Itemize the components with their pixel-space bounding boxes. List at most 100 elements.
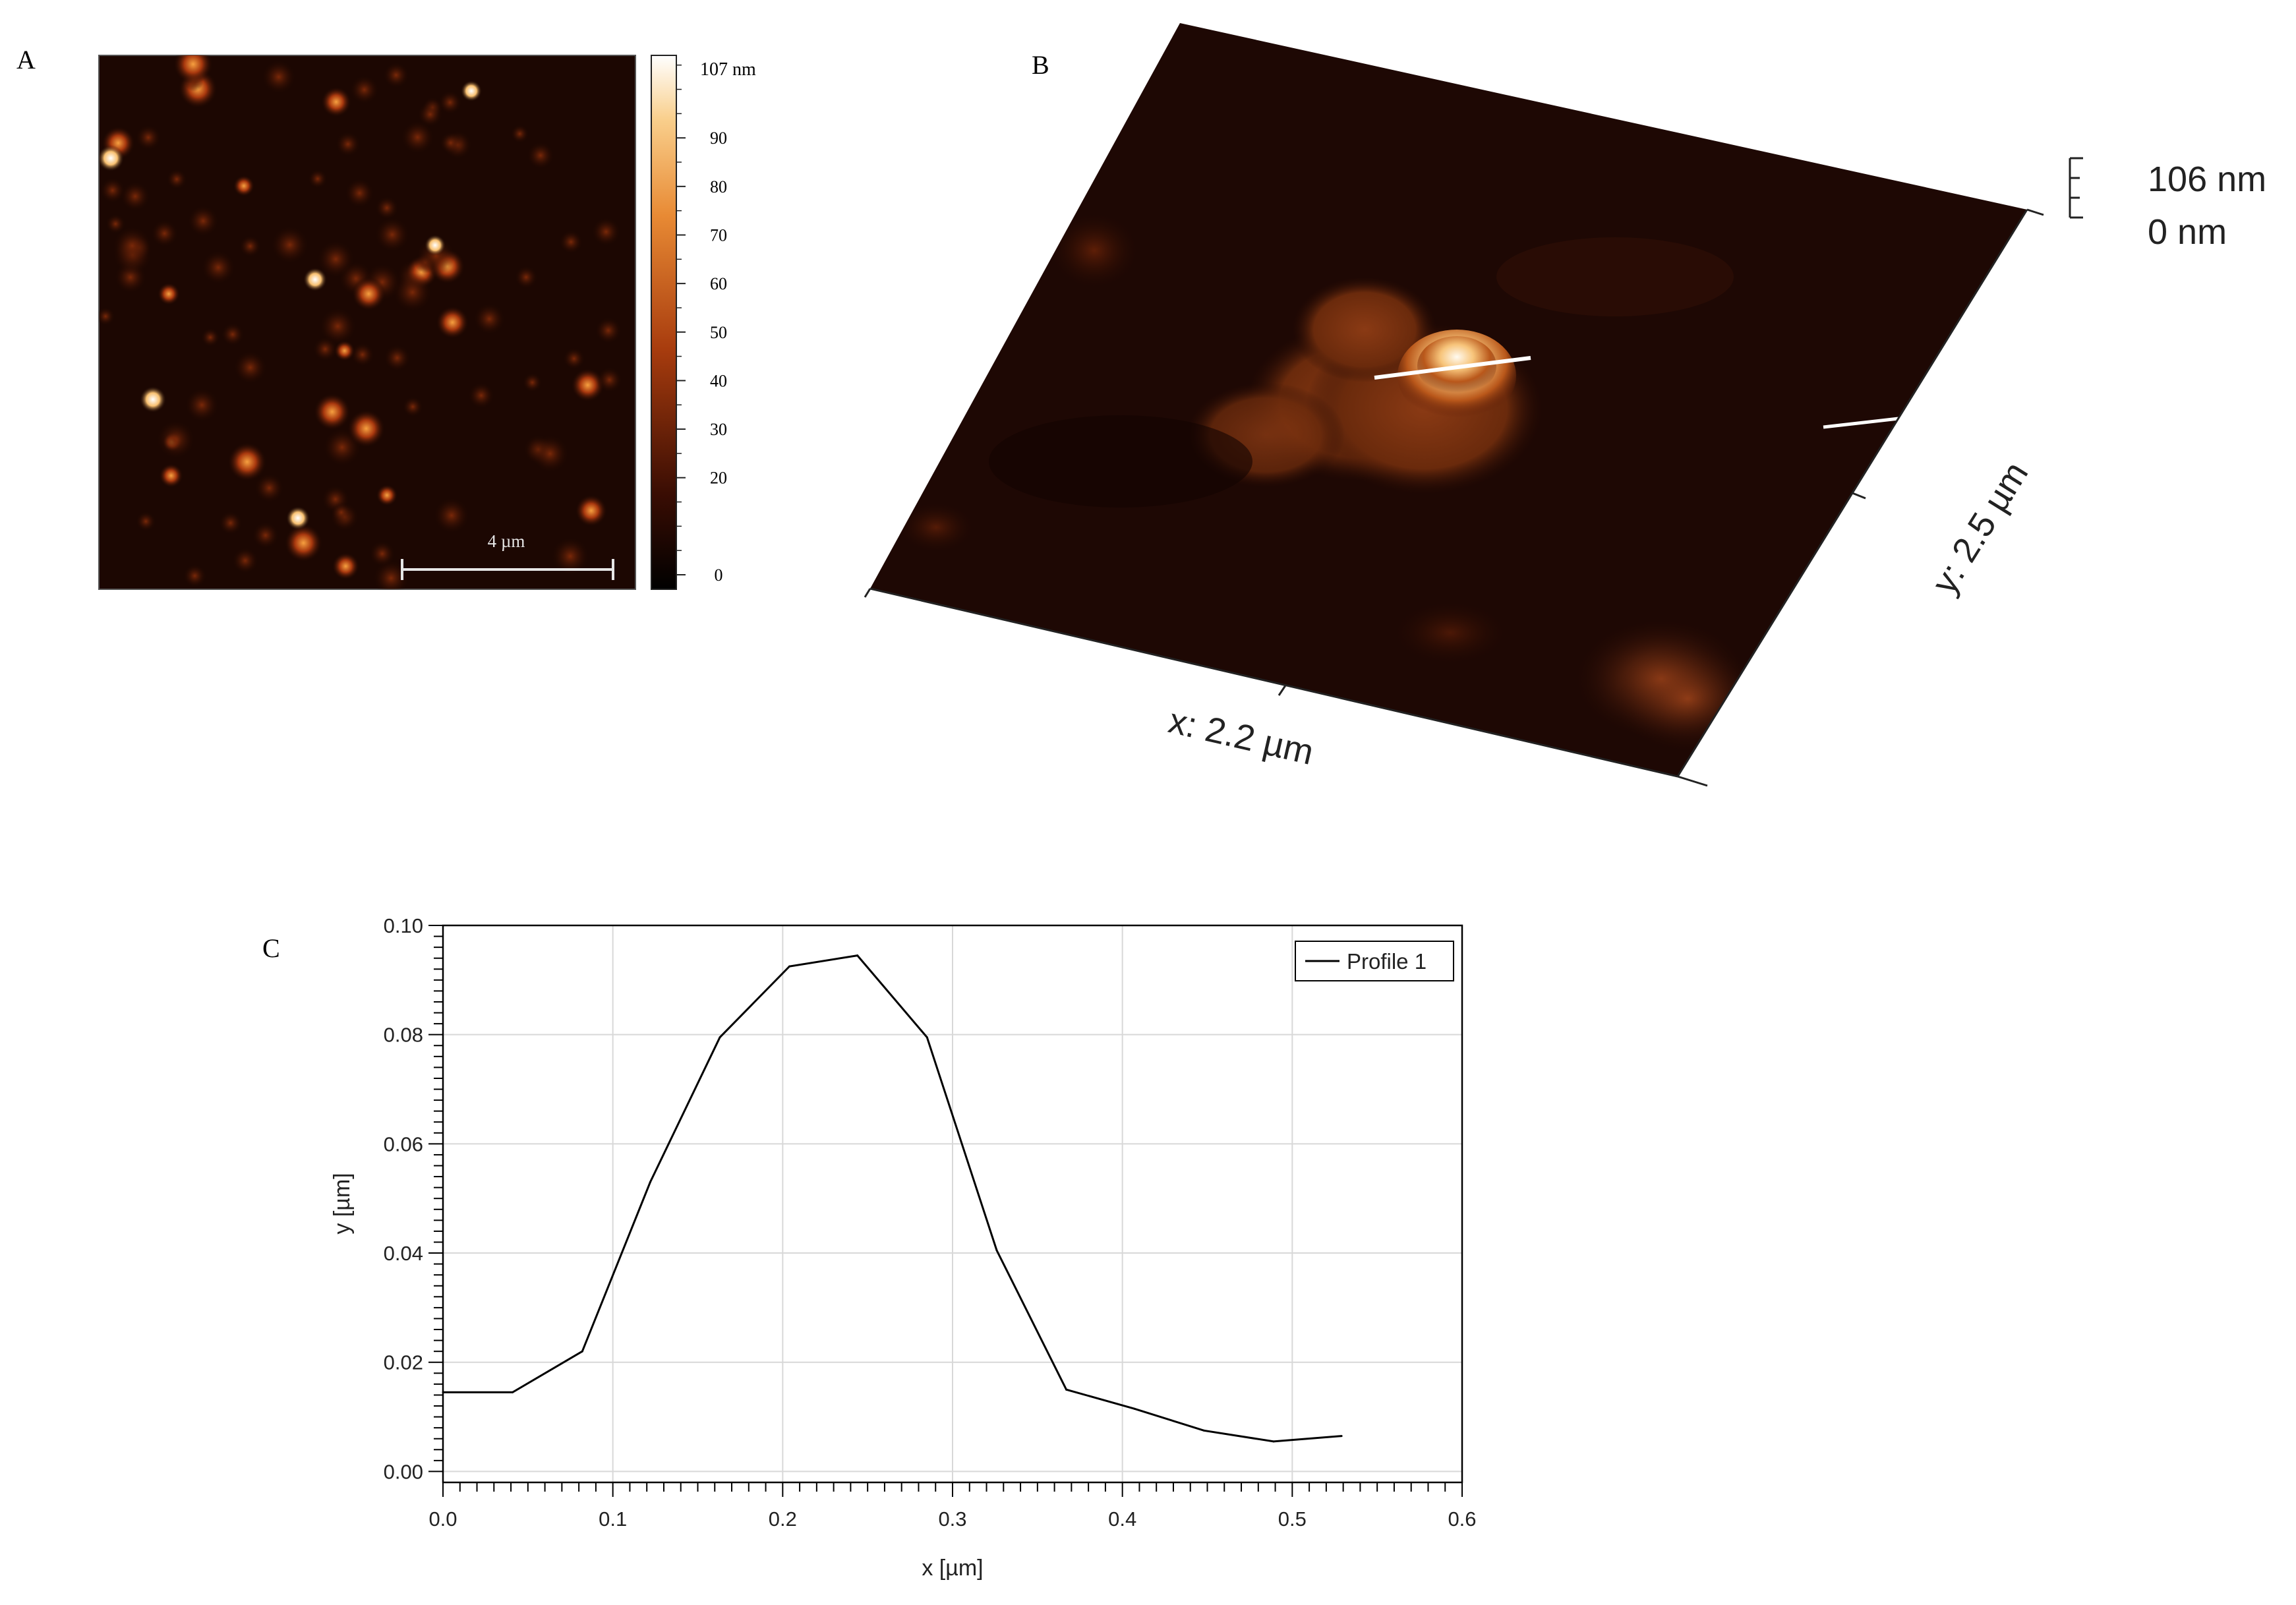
particle [591, 217, 621, 247]
colorbar-tick-label: 80 [710, 177, 727, 196]
particle-bright [461, 80, 482, 102]
particle [438, 90, 462, 115]
particle [559, 230, 583, 254]
particle [374, 217, 410, 252]
particle [100, 177, 125, 203]
particle [270, 225, 309, 264]
particle [185, 388, 220, 423]
x-tick-label: 0.2 [769, 1507, 797, 1531]
x-tick-label: 0.5 [1278, 1507, 1307, 1531]
particle [522, 372, 543, 393]
colorbar-ticks: 90 80 70 60 50 40 30 20 0 [676, 64, 727, 585]
particle [369, 540, 396, 567]
series-point [788, 965, 791, 968]
y-tick-label: 0.04 [384, 1242, 423, 1265]
particle [347, 409, 386, 448]
particle [332, 552, 360, 580]
colorbar-max-label: 107 nm [700, 59, 756, 80]
particle [183, 564, 207, 588]
particle [254, 473, 284, 503]
particle [156, 420, 195, 459]
series-points [442, 954, 1343, 1443]
y-axis-3d-label: y: 2.5 µm [1924, 455, 2036, 600]
colorbar-gradient [651, 55, 677, 590]
surface-features [897, 211, 1760, 751]
particle [597, 366, 622, 393]
panel-label-a: A [16, 45, 36, 74]
particle [187, 205, 219, 237]
particle [166, 169, 187, 190]
particle [221, 322, 245, 346]
z-max-label: 106 nm [2148, 160, 2266, 199]
x-axis-3d-label: x: 2.2 µm [1165, 701, 1317, 773]
series-point [856, 954, 859, 957]
particle [336, 131, 361, 157]
x-axis-label: x [µm] [922, 1556, 983, 1581]
particle-bright [140, 386, 166, 413]
particle [159, 463, 183, 488]
x-tick-label: 0.6 [1448, 1507, 1476, 1531]
particle [345, 178, 374, 208]
panel-label-c: C [262, 933, 280, 963]
series-point [1065, 1388, 1068, 1391]
particle [99, 306, 115, 326]
colorbar-tick-label: 30 [710, 420, 727, 439]
particle [312, 337, 338, 362]
particle [151, 219, 179, 247]
series-point [1340, 1435, 1343, 1438]
x-tick-label: 0.3 [938, 1507, 966, 1531]
scale-bar: 4 µm [401, 531, 614, 580]
particle [373, 560, 409, 589]
series-point [1272, 1440, 1275, 1443]
minor-ticks [428, 925, 1463, 1497]
particle [112, 226, 152, 266]
colorbar-tick-label: 60 [710, 274, 727, 293]
particle [252, 521, 280, 549]
profile-line-marker-edge [1823, 417, 1899, 429]
particle [308, 169, 328, 189]
colorbar: 90 80 70 60 50 40 30 20 0 107 nm [651, 55, 756, 590]
series-point [581, 1350, 583, 1353]
particle [331, 502, 352, 523]
particle [401, 121, 434, 154]
axes-3d [864, 157, 2083, 787]
panel-b: 106 nm 0 nm x: 2.2 µm y: 2.5 µm [864, 23, 2266, 787]
series-point [719, 1036, 721, 1039]
particle [105, 214, 126, 234]
particle [349, 75, 379, 104]
colorbar-tick-label: 90 [710, 129, 727, 148]
x-tick-label: 0.0 [428, 1507, 457, 1531]
y-tick-label: 0.06 [384, 1132, 423, 1155]
particle [436, 306, 469, 339]
particle [321, 86, 351, 117]
particle-bright [303, 268, 327, 291]
profile-line-marker [1374, 356, 1531, 380]
y-axis-label: y [µm] [330, 1173, 355, 1234]
particle [218, 511, 243, 535]
particle [468, 382, 494, 409]
z-min-label: 0 nm [2148, 212, 2227, 252]
colorbar-tick-label: 70 [710, 225, 727, 245]
particle [316, 240, 355, 278]
legend: Profile 1 [1295, 941, 1454, 981]
particle [433, 497, 470, 534]
particle [334, 340, 355, 361]
particle [510, 125, 529, 143]
particle [158, 282, 180, 305]
particle [227, 442, 267, 482]
particle [514, 266, 538, 289]
particle-bright [425, 235, 446, 256]
particle [233, 351, 268, 384]
particle [135, 125, 162, 150]
afm-particles [99, 55, 622, 589]
particle-bright [99, 145, 124, 171]
particle [319, 307, 357, 345]
panel-label-b: B [1032, 50, 1049, 80]
y-tick-label: 0.00 [384, 1460, 423, 1483]
x-tick-label: 0.1 [599, 1507, 627, 1531]
legend-label: Profile 1 [1347, 949, 1427, 974]
plot-frame [442, 924, 1463, 1484]
particle [440, 132, 462, 154]
particle [402, 396, 423, 417]
